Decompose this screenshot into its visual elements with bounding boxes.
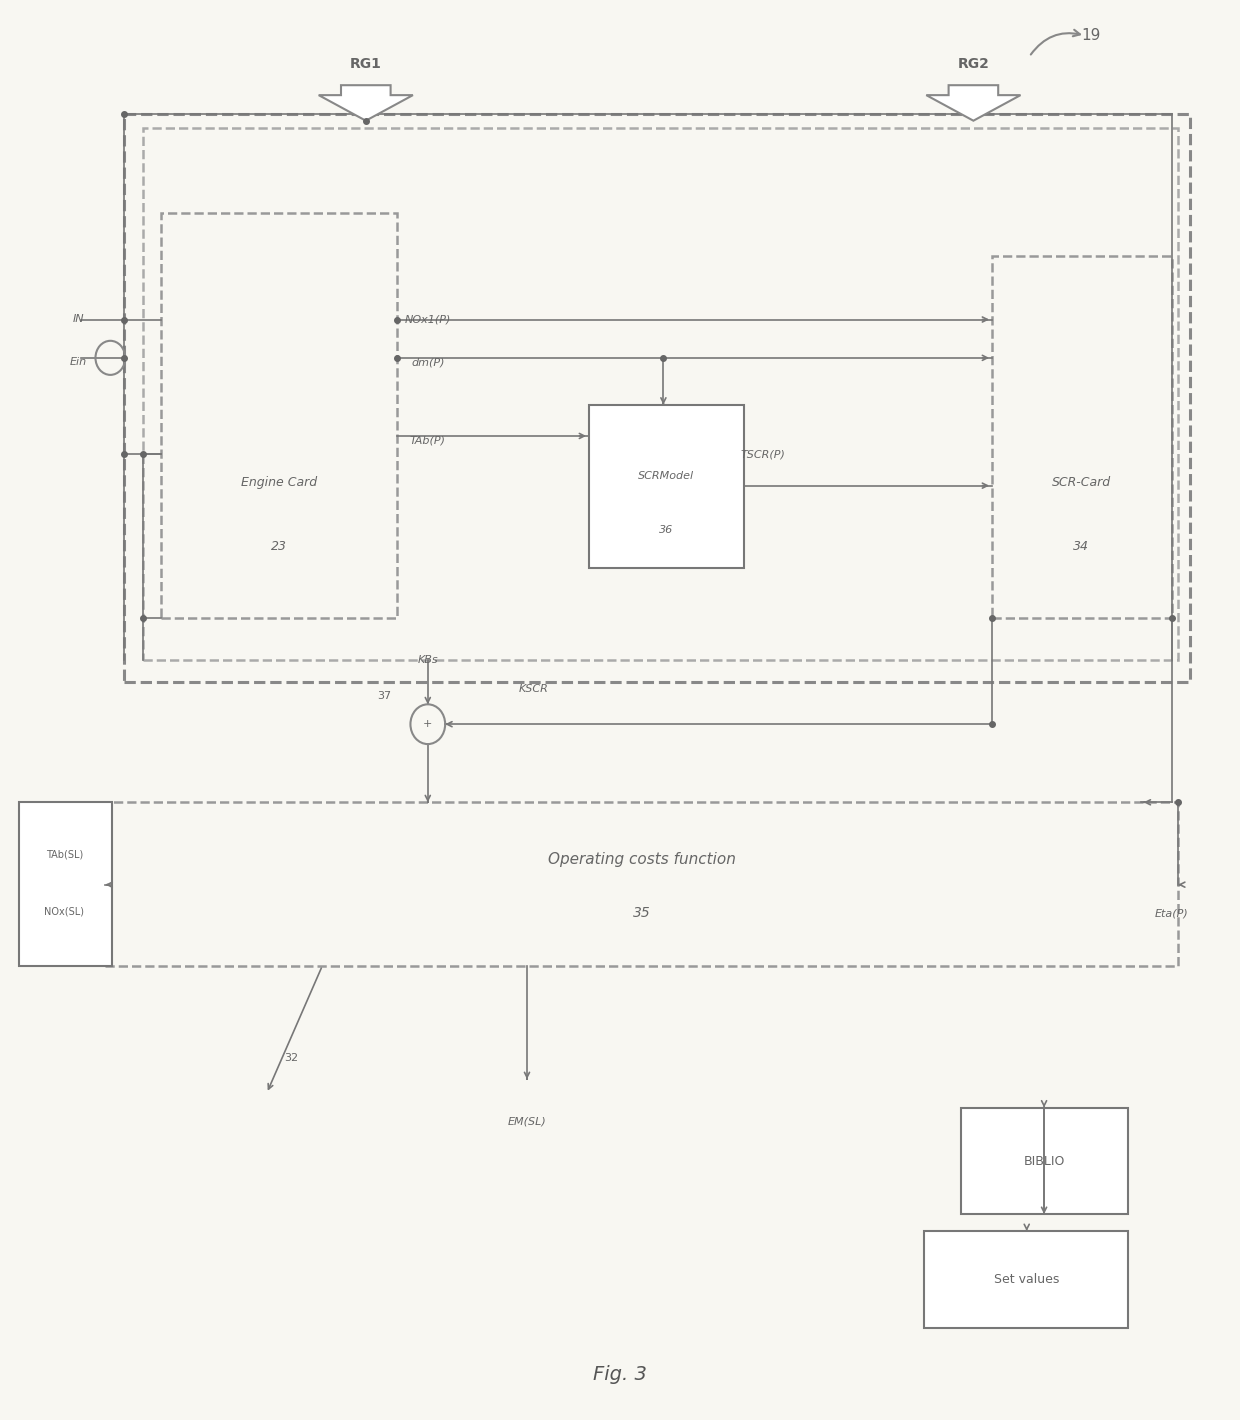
Bar xyxy=(992,256,1172,618)
Text: RG1: RG1 xyxy=(350,57,382,71)
Text: TAb(P): TAb(P) xyxy=(409,435,446,446)
Bar xyxy=(143,128,1178,660)
Bar xyxy=(19,802,112,966)
Text: 35: 35 xyxy=(634,906,651,920)
Text: Eta(P): Eta(P) xyxy=(1154,907,1189,919)
Text: Operating costs function: Operating costs function xyxy=(548,852,737,866)
Text: 19: 19 xyxy=(1081,28,1101,43)
Text: IN: IN xyxy=(72,314,84,325)
Bar xyxy=(589,405,744,568)
Text: 34: 34 xyxy=(1074,540,1089,554)
Text: dm(P): dm(P) xyxy=(410,356,445,368)
Text: SCRModel: SCRModel xyxy=(637,470,694,481)
Bar xyxy=(124,114,1190,682)
Text: RG2: RG2 xyxy=(957,57,990,71)
Text: SCR-Card: SCR-Card xyxy=(1052,476,1111,490)
Text: TAb(SL): TAb(SL) xyxy=(46,849,83,861)
Text: EM(SL): EM(SL) xyxy=(507,1116,547,1127)
Text: Ein: Ein xyxy=(69,356,87,368)
Text: KSCR: KSCR xyxy=(518,683,548,694)
Text: BIBLIO: BIBLIO xyxy=(1023,1154,1065,1169)
Polygon shape xyxy=(319,85,413,121)
Text: KBs: KBs xyxy=(418,655,438,666)
Bar xyxy=(161,213,397,618)
Text: NOx(SL): NOx(SL) xyxy=(45,906,84,917)
Text: 37: 37 xyxy=(377,690,392,701)
Text: 36: 36 xyxy=(658,524,673,535)
Text: TSCR(P): TSCR(P) xyxy=(740,449,785,460)
Polygon shape xyxy=(926,85,1021,121)
FancyArrowPatch shape xyxy=(1030,30,1080,54)
Text: Set values: Set values xyxy=(994,1272,1059,1287)
Bar xyxy=(924,1231,1128,1328)
Text: 32: 32 xyxy=(284,1052,299,1064)
Text: NOx1(P): NOx1(P) xyxy=(404,314,451,325)
Text: 23: 23 xyxy=(272,540,286,554)
Text: +: + xyxy=(423,719,433,730)
Bar xyxy=(105,802,1178,966)
Text: Engine Card: Engine Card xyxy=(241,476,317,490)
Text: Fig. 3: Fig. 3 xyxy=(593,1365,647,1384)
Bar xyxy=(961,1108,1128,1214)
